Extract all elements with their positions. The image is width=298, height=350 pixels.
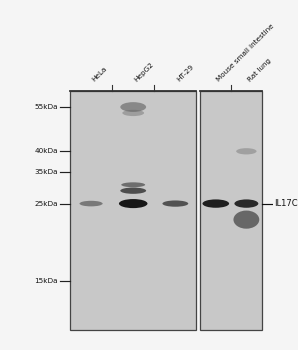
Ellipse shape [202, 199, 229, 208]
Ellipse shape [121, 182, 145, 187]
Ellipse shape [236, 148, 257, 154]
Text: 15kDa: 15kDa [34, 278, 58, 284]
Text: 35kDa: 35kDa [34, 169, 58, 175]
Ellipse shape [233, 211, 259, 229]
Bar [70, 91, 196, 330]
Text: 55kDa: 55kDa [34, 104, 58, 110]
Ellipse shape [120, 102, 146, 112]
Text: HeLa: HeLa [91, 65, 108, 83]
Ellipse shape [80, 201, 103, 206]
Text: Mouse small intestine: Mouse small intestine [216, 23, 276, 83]
Text: HepG2: HepG2 [133, 61, 155, 83]
Text: 25kDa: 25kDa [34, 201, 58, 206]
Ellipse shape [119, 199, 148, 208]
Ellipse shape [122, 110, 144, 116]
Ellipse shape [235, 199, 258, 208]
Text: IL17C: IL17C [274, 199, 297, 208]
Bar [201, 91, 262, 330]
Ellipse shape [120, 188, 146, 194]
Text: Rat lung: Rat lung [246, 57, 272, 83]
Text: HT-29: HT-29 [175, 63, 195, 83]
Text: 40kDa: 40kDa [34, 148, 58, 154]
Ellipse shape [162, 201, 188, 207]
